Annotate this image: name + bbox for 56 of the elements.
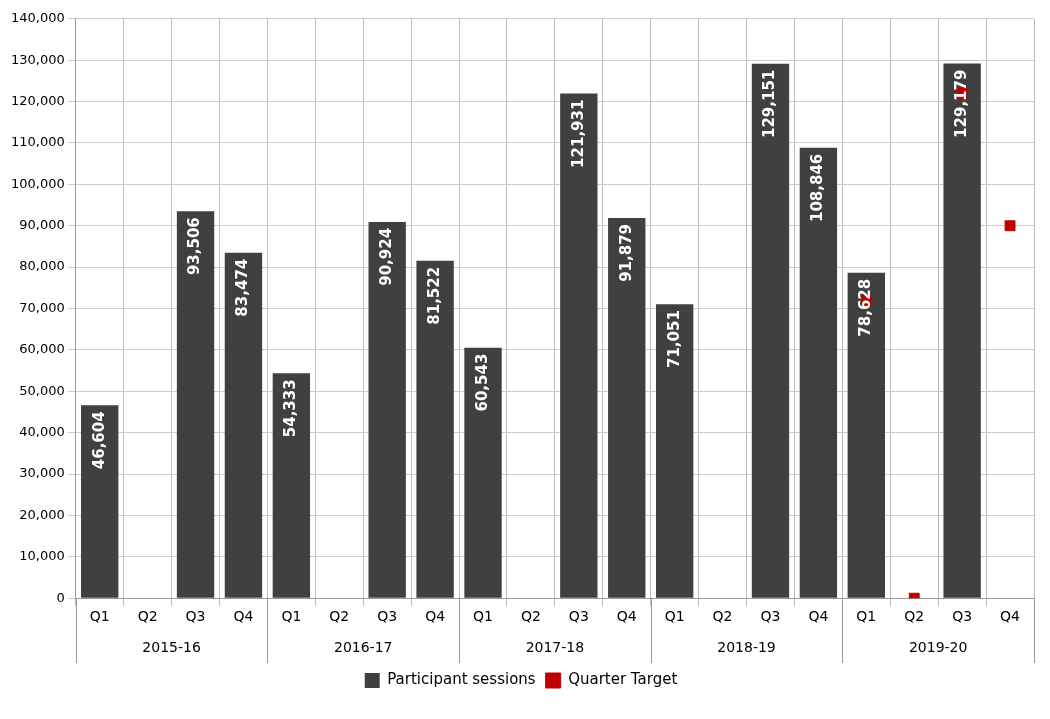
data-label: 121,931 [568, 99, 587, 168]
y-tick-label: 40,000 [19, 424, 65, 440]
data-label: 54,333 [281, 379, 300, 438]
y-tick-label: 130,000 [10, 51, 65, 67]
data-label: 71,051 [664, 310, 683, 369]
data-label: 78,628 [856, 278, 875, 337]
text: 2017-18 [525, 638, 585, 655]
y-tick-label: 80,000 [19, 258, 65, 274]
y-tick-label: 120,000 [10, 92, 65, 108]
data-label: 83,474 [233, 258, 252, 317]
data-label: 93,506 [185, 217, 204, 276]
x-tick-label: Q1 [856, 608, 877, 625]
data-label: 91,879 [616, 223, 635, 282]
x-tick-label: Q4 [808, 608, 829, 625]
x-tick-label: Q4 [616, 608, 637, 625]
x-tick-label: Q1 [473, 608, 493, 625]
x-tick-label: Q4 [1000, 608, 1021, 625]
x-tick-label: Q3 [568, 608, 589, 625]
y-tick-label: 90,000 [19, 217, 65, 233]
text: 2019-20 [908, 638, 968, 655]
y-tick-label: 50,000 [19, 382, 65, 398]
text: 2015-16 [142, 638, 201, 655]
x-tick-label: Q1 [89, 608, 110, 625]
y-tick-label: 10,000 [19, 548, 65, 564]
y-tick-label: 110,000 [10, 134, 65, 150]
x-tick-label: Q3 [952, 608, 973, 625]
data-label: 81,522 [424, 266, 443, 325]
data-label: 90,924 [377, 227, 396, 286]
y-tick-label: 70,000 [19, 299, 65, 315]
y-tick-label: 0 [56, 589, 65, 605]
x-tick-label: Q1 [281, 608, 302, 625]
x-tick-label: Q3 [377, 608, 398, 625]
x-tick-label: Q2 [904, 608, 925, 625]
x-tick-label: Q4 [425, 608, 446, 625]
data-label: 129,151 [760, 69, 779, 139]
x-tick-label: Q2 [137, 608, 158, 625]
y-tick-label: 140,000 [10, 10, 65, 26]
x-tick-label: Q3 [760, 608, 781, 625]
x-tick-label: Q3 [185, 608, 206, 625]
data-label: 108,846 [808, 153, 827, 223]
text: 2016-17 [333, 638, 393, 655]
y-tick-label: 20,000 [19, 506, 65, 522]
x-tick-label: Q4 [233, 608, 254, 625]
legend-label: Participant sessions [387, 670, 536, 689]
data-label: 129,179 [952, 69, 971, 138]
x-tick-label: Q1 [664, 608, 685, 625]
x-tick-label: Q2 [520, 608, 541, 625]
x-tick-label: Q2 [712, 608, 733, 625]
text: 2018-19 [717, 638, 776, 655]
x-tick-label: Q2 [329, 608, 350, 625]
y-tick-label: 100,000 [10, 175, 65, 191]
data-label: 46,604 [89, 411, 108, 470]
y-tick-label: 60,000 [19, 341, 65, 357]
data-label: 60,543 [472, 353, 491, 412]
y-tick-label: 30,000 [19, 465, 65, 481]
legend-label: Quarter Target [568, 670, 678, 689]
